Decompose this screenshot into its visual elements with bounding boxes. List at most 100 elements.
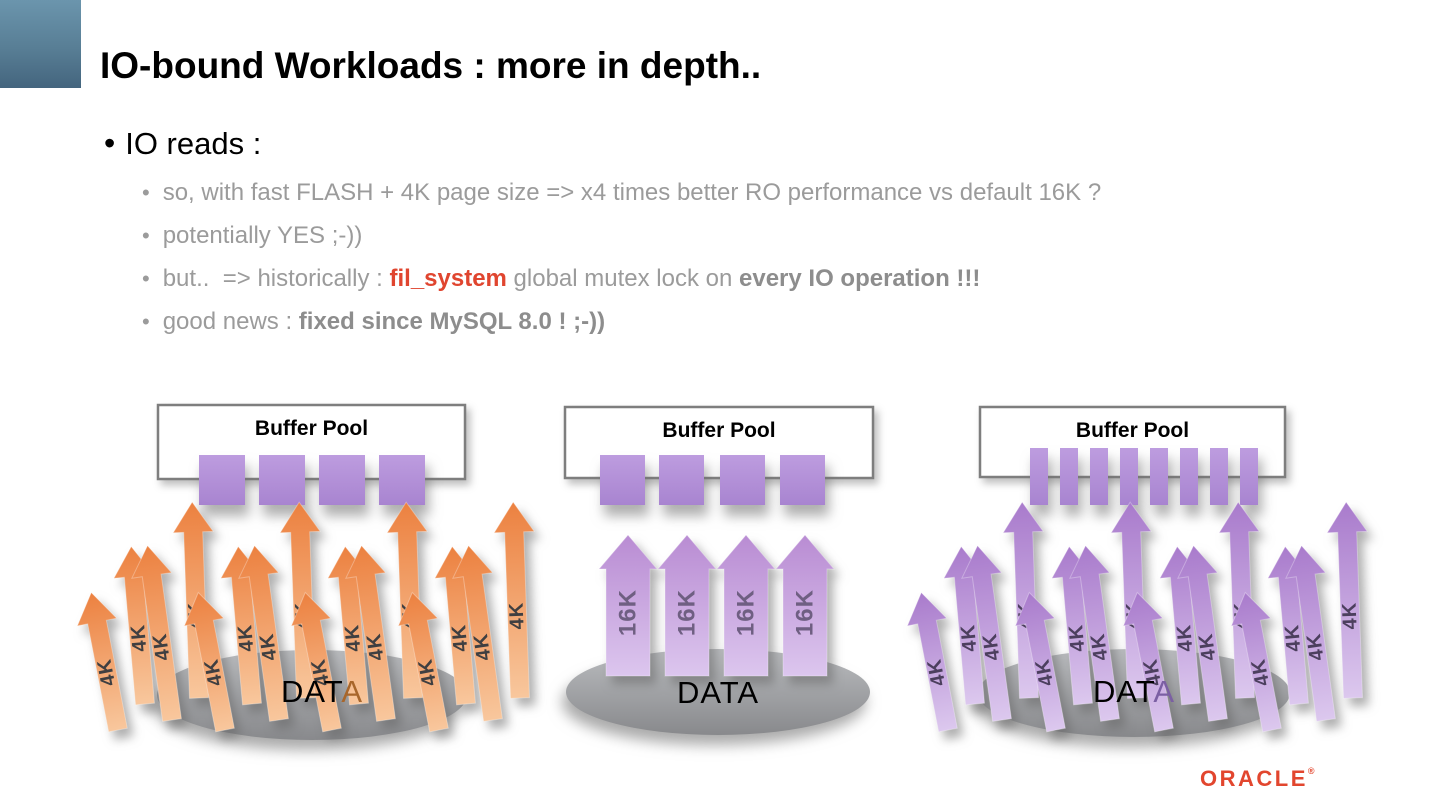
pool-page-block (1090, 448, 1108, 505)
arrow-size-label: 4K (1139, 657, 1166, 688)
arrow-size-label: 16K (674, 589, 701, 636)
pool-page-block (1060, 448, 1078, 505)
arrow-4k: 4K (943, 545, 986, 706)
arrow-size-label: 4K (200, 657, 227, 688)
arrow-size-label: 4K (1303, 632, 1329, 662)
arrow-4k: 4K (397, 591, 449, 733)
slide-title: IO-bound Workloads : more in depth.. (100, 44, 762, 86)
arrow-4k: 4K (327, 545, 370, 706)
pool-page-block (379, 455, 425, 505)
arrow-4k: 4K (131, 544, 182, 722)
bullet-segment: every IO operation !!! (739, 265, 981, 292)
arrow-4k: 4K (290, 591, 342, 733)
diagrams-canvas: Buffer Pool4K4K4K4K4K4K4K4K4K4K4K4K4K4K4… (76, 403, 1369, 740)
pool-page-block (1180, 448, 1198, 505)
arrow-4k: 4K (1014, 591, 1066, 733)
pool-page-block (1150, 448, 1168, 505)
buffer-pool-pages (1030, 448, 1258, 505)
arrow-size-label: 4K (979, 632, 1005, 662)
io-arrows: 4K4K4K4K4K4K4K4K4K4K4K4K4K4K4K4K (906, 501, 1369, 733)
arrow-size-label: 4K (1247, 657, 1274, 688)
corner-decoration (0, 0, 81, 88)
arrow-size-label: 4K (470, 632, 496, 662)
diagram-1: Buffer Pool4K4K4K4K4K4K4K4K4K4K4K4K4K4K4… (76, 403, 536, 740)
diagram-3: Buffer Pool4K4K4K4K4K4K4K4K4K4K4K4K4K4K4… (906, 405, 1369, 737)
arrow-4k: 4K (220, 545, 263, 706)
pool-page-block (1240, 448, 1258, 505)
data-label: DATA (281, 674, 363, 709)
oracle-logo-text: ORACLE (1200, 766, 1308, 791)
arrow-size-label: 4K (506, 602, 529, 630)
bullet-segment: fixed since MySQL 8.0 ! ;-)) (298, 308, 606, 335)
arrow-4k: 4K (1051, 545, 1094, 706)
arrow-size-label: 4K (923, 657, 950, 688)
arrow-4k: 4K (76, 591, 128, 733)
bullet-segment: global mutex lock on (506, 265, 740, 292)
sub-bullet: good news : fixed since MySQL 8.0 ! ;-)) (142, 300, 1101, 343)
pool-page-block (199, 455, 245, 505)
arrow-size-label: 4K (256, 632, 282, 662)
arrow-size-label: 4K (234, 623, 258, 652)
io-arrows: 16K 16K 16K 16K (597, 534, 836, 677)
arrow-4k: 4K (345, 544, 396, 722)
pool-page-block (1030, 448, 1048, 505)
arrow-4k: 4K (1267, 545, 1310, 706)
arrow-size-label: 4K (149, 632, 175, 662)
bullet-segment: fil_system (389, 265, 507, 292)
arrow-size-label: 4K (1195, 632, 1221, 662)
oracle-logo: ORACLE® (1200, 766, 1315, 792)
pool-page-block (600, 455, 645, 505)
arrow-4k: 4K (493, 501, 536, 699)
bullet-segment: potentially YES ;-)) (162, 222, 363, 249)
sub-bullet-list: so, with fast FLASH + 4K page size => x4… (142, 171, 1101, 343)
bullet-segment: but.. => historically : (162, 265, 390, 292)
arrow-size-label: 4K (414, 657, 441, 688)
sub-bullet: so, with fast FLASH + 4K page size => x4… (142, 171, 1101, 214)
arrow-size-label: 4K (363, 632, 389, 662)
arrow-16k: 16K (656, 534, 718, 677)
arrow-size-label: 16K (615, 589, 642, 636)
arrow-4k: 4K (238, 544, 289, 722)
arrow-size-label: 16K (792, 589, 819, 636)
buffer-pool-label: Buffer Pool (1076, 419, 1189, 442)
registered-mark: ® (1307, 766, 1315, 776)
arrow-16k: 16K (774, 534, 836, 677)
arrow-4k: 4K (434, 545, 477, 706)
pool-page-block (319, 455, 365, 505)
arrow-size-label: 16K (733, 589, 760, 636)
arrow-size-label: 4K (448, 623, 472, 652)
arrow-size-label: 4K (93, 657, 120, 688)
arrow-16k: 16K (715, 534, 777, 677)
arrow-4k: 4K (961, 544, 1012, 722)
arrow-size-label: 4K (1031, 657, 1058, 688)
arrow-4k: 4K (113, 545, 156, 706)
arrow-4k: 4K (183, 591, 235, 733)
arrow-size-label: 4K (1339, 602, 1362, 630)
io-arrows: 4K4K4K4K4K4K4K4K4K4K4K4K4K4K4K4K (76, 501, 536, 733)
data-label: DATA (1093, 674, 1175, 709)
arrow-4k: 4K (1285, 544, 1336, 722)
main-bullet: IO reads : (104, 125, 261, 162)
buffer-pool-label: Buffer Pool (255, 417, 368, 440)
arrow-4k: 4K (906, 591, 958, 733)
diagram-2: Buffer Pool 16K 16K 16K 16K DATA (563, 405, 875, 735)
arrow-size-label: 4K (1173, 623, 1197, 652)
sub-bullet: potentially YES ;-)) (142, 214, 1101, 257)
arrow-4k: 4K (1122, 591, 1174, 733)
arrow-4k: 4K (1230, 591, 1282, 733)
arrow-size-label: 4K (1065, 623, 1089, 652)
arrow-4k: 4K (452, 544, 503, 722)
buffer-pool-pages (199, 455, 425, 505)
arrow-16k: 16K (597, 534, 659, 677)
main-bullet-text: IO reads : (125, 125, 262, 161)
pool-page-block (1210, 448, 1228, 505)
arrow-size-label: 4K (307, 657, 334, 688)
bullet-segment: good news : (162, 308, 299, 335)
pool-page-block (1120, 448, 1138, 505)
arrow-size-label: 4K (957, 623, 981, 652)
arrow-size-label: 4K (1087, 632, 1113, 662)
arrow-size-label: 4K (127, 623, 151, 652)
pool-page-block (780, 455, 825, 505)
data-label: DATA (677, 675, 759, 710)
pool-page-block (659, 455, 704, 505)
